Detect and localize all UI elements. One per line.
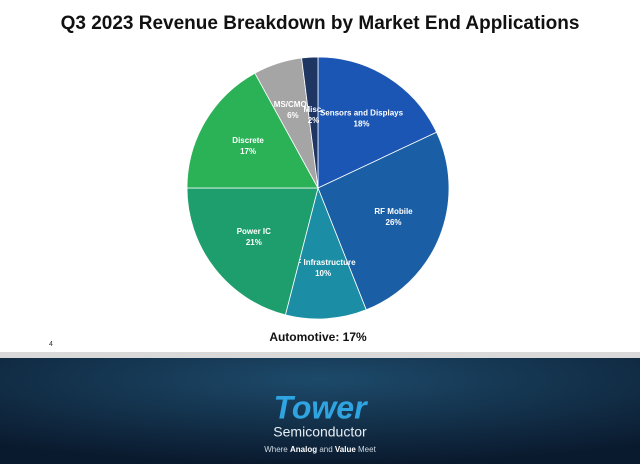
- slice-label: Sensors and Displays: [320, 109, 404, 118]
- pie-slice: [186, 72, 319, 189]
- slice-label: Power IC: [237, 227, 271, 236]
- separator: [0, 352, 640, 358]
- slice-value-label: 10%: [315, 269, 331, 278]
- footer-band: [0, 358, 640, 464]
- slice-label: MS/CMOS: [274, 100, 313, 109]
- tagline-part: Meet: [356, 445, 377, 454]
- tagline-part: Value: [335, 445, 356, 454]
- slice-value-label: 26%: [386, 218, 402, 227]
- slice-value-label: 2%: [308, 116, 320, 125]
- tagline-part: Analog: [290, 445, 317, 454]
- slice-value-label: 21%: [246, 238, 262, 247]
- tagline-part: Where: [264, 445, 290, 454]
- pie: Sensors and Displays 18% RF Mobile 26% RF In…: [186, 56, 450, 320]
- tagline-part: and: [317, 445, 335, 454]
- pie-slice: [186, 187, 319, 316]
- tagline: Where Analog and Value Meet: [264, 445, 376, 454]
- pie-slice: [317, 56, 438, 189]
- pie-slice: [284, 186, 367, 320]
- slice-label: Discrete: [232, 136, 264, 145]
- slice-label: Misc.: [303, 105, 323, 114]
- pie-slice: [317, 131, 450, 311]
- slice-value-label: 6%: [287, 111, 299, 120]
- chart-title: Q3 2023 Revenue Breakdown by Market End …: [61, 13, 580, 34]
- slice-value-label: 18%: [354, 120, 370, 129]
- annotation: Automotive: 17%: [269, 330, 367, 344]
- pie-slice: [301, 56, 319, 189]
- slice-value-label: 17%: [240, 147, 256, 156]
- brand: Tower: [273, 389, 368, 425]
- slice-label: RF Mobile: [374, 207, 413, 216]
- subbrand: Semiconductor: [273, 424, 367, 440]
- page-number: 4: [49, 341, 53, 348]
- slice-label: RF Infrastructure: [291, 258, 356, 267]
